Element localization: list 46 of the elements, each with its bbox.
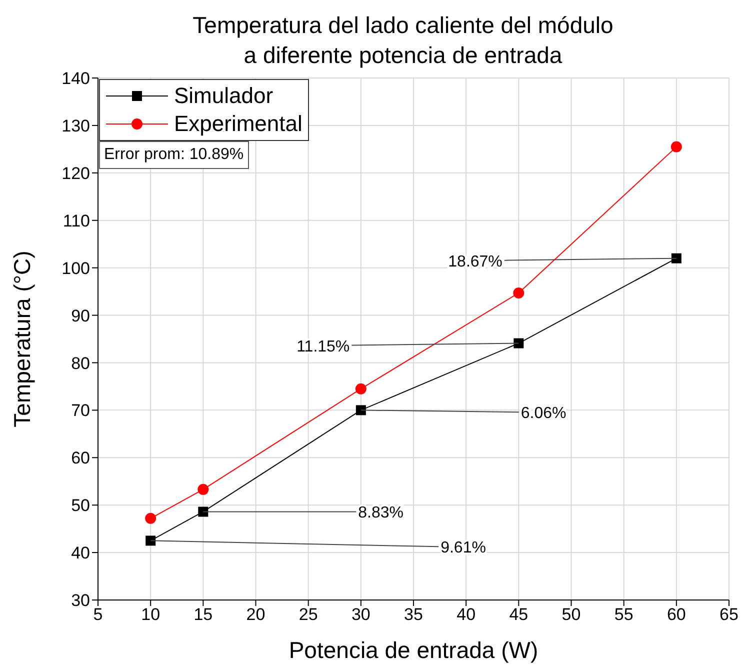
y-tick-label: 130 [62,116,90,136]
x-tick-label: 35 [404,605,423,624]
x-tick-label: 5 [93,605,103,624]
y-tick-label: 70 [71,401,90,420]
x-tick-label: 45 [509,605,528,624]
point [146,536,156,546]
point [513,287,524,298]
y-axis-title: Temperatura (°C) [9,250,36,428]
point [355,383,366,394]
y-tick-label: 140 [62,69,90,88]
annotation: 18.67% [448,253,502,270]
x-tick-label: 20 [246,605,266,624]
legend-label: Experimental [174,111,302,137]
y-tick-label: 80 [71,354,90,373]
y-tick-label: 60 [71,448,90,468]
y-tick-label: 100 [62,258,90,278]
point [198,506,208,517]
annotation: 8.83% [358,504,404,522]
chart-title: Temperatura del lado caliente del módulo a diferente potencia de entrada [192,11,614,70]
point [670,141,682,152]
y-tick-label: 120 [62,164,90,183]
x-tick-label: 55 [614,605,634,624]
y-tick-label: 110 [62,211,90,230]
point [198,484,209,495]
point [514,338,524,348]
x-tick-label: 40 [456,605,476,624]
legend-label: Simulador [174,83,274,109]
x-tick-label: 15 [194,605,213,624]
x-tick-label: 60 [666,605,686,624]
y-tick-label: 40 [71,544,90,563]
x-tick-label: 25 [298,605,318,624]
x-axis-title: Potencia de entrada (W) [288,637,538,663]
annotation: 9.61% [440,540,486,557]
x-tick-label: 50 [562,605,581,624]
point [356,405,366,416]
annotation: 11.15% [296,338,350,356]
annotation: Error prom: 10.89% [99,141,249,169]
y-tick-label: 50 [71,496,90,516]
annotation: 6.06% [520,405,566,422]
y-tick-label: 90 [71,306,90,326]
x-tick-label: 10 [141,605,160,624]
x-tick-label: 30 [351,605,370,624]
y-tick-label: 30 [71,591,90,610]
x-tick-label: 65 [720,605,738,624]
point [671,253,682,264]
point [145,512,156,524]
